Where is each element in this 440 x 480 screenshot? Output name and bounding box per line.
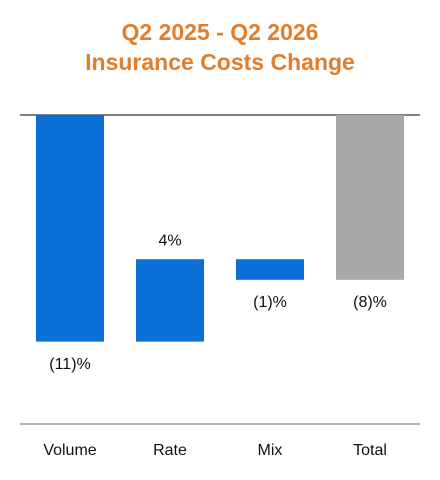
x-tick-label: Total xyxy=(353,442,387,459)
data-label: 4% xyxy=(158,232,181,249)
x-tick-label: Rate xyxy=(153,442,187,459)
data-label: (11)% xyxy=(49,356,91,373)
data-label: (8)% xyxy=(353,294,387,311)
x-tick-label: Volume xyxy=(43,442,96,459)
bar xyxy=(336,115,404,280)
x-tick-label: Mix xyxy=(258,442,283,459)
chart-title: Insurance Costs Change xyxy=(85,49,355,75)
bar xyxy=(36,115,104,342)
bar xyxy=(236,259,304,280)
data-label: (1)% xyxy=(253,294,287,311)
chart-title: Q2 2025 - Q2 2026 xyxy=(122,19,319,45)
bar xyxy=(136,259,204,342)
